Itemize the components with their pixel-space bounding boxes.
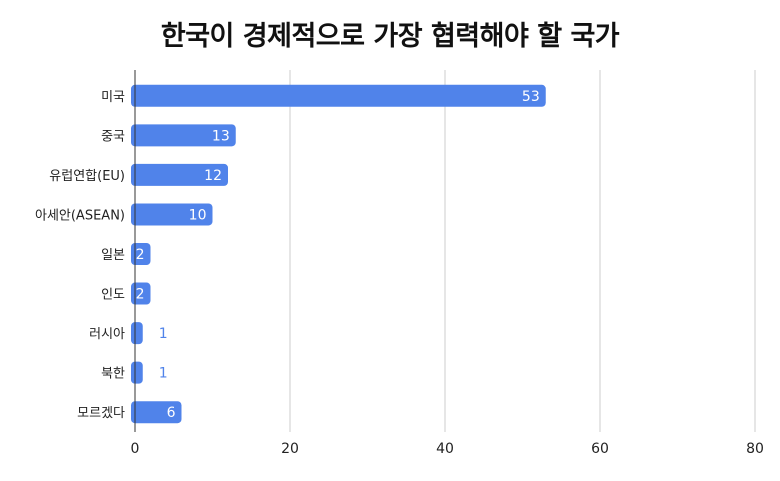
data-label: 1 <box>159 366 168 382</box>
x-tick-label: 80 <box>746 441 764 457</box>
category-label: 아세안(ASEAN) <box>35 208 125 223</box>
category-label: 미국 <box>101 90 125 105</box>
bar <box>131 124 236 147</box>
bar <box>131 361 143 384</box>
bar <box>131 203 213 226</box>
category-label: 일본 <box>101 248 125 263</box>
x-tick-label: 60 <box>591 441 609 457</box>
category-label: 유럽연합(EU) <box>49 169 125 184</box>
bar <box>131 401 182 424</box>
data-label: 12 <box>204 168 222 184</box>
data-label: 1 <box>159 326 168 342</box>
bar <box>131 322 143 345</box>
bar <box>131 84 546 107</box>
category-label: 러시아 <box>89 327 125 342</box>
data-label: 6 <box>167 405 176 421</box>
category-label: 모르겠다 <box>77 406 125 421</box>
data-label: 2 <box>136 287 145 303</box>
x-tick-label: 40 <box>436 441 454 457</box>
bar <box>131 163 228 186</box>
x-tick-label: 0 <box>131 441 140 457</box>
category-label: 인도 <box>101 288 125 303</box>
category-label: 중국 <box>101 129 125 144</box>
chart-title: 한국이 경제적으로 가장 협력해야 할 국가 <box>160 21 620 52</box>
bar <box>131 282 151 305</box>
data-label: 53 <box>522 89 540 105</box>
data-label: 10 <box>189 207 207 223</box>
category-label: 북한 <box>101 367 125 382</box>
x-tick-label: 20 <box>281 441 299 457</box>
data-label: 2 <box>136 247 145 263</box>
bar <box>131 243 151 265</box>
data-label: 13 <box>212 128 230 144</box>
